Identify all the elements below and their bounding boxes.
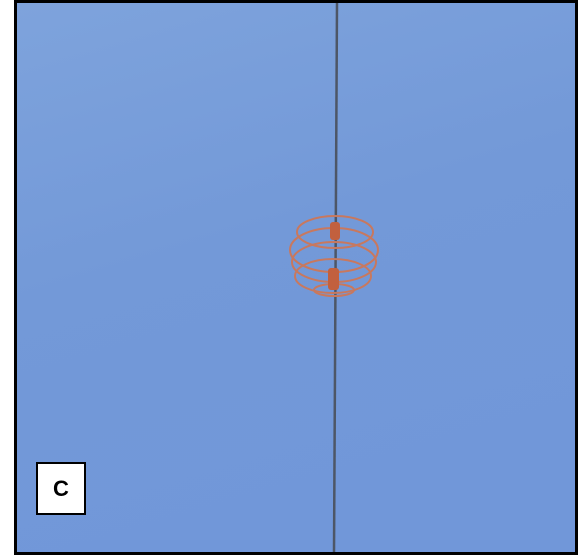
photo: [0, 0, 578, 555]
panel-label: C: [36, 462, 86, 515]
page: C (() => { const data = JSON.parse(docum…: [0, 0, 578, 555]
figure: C: [0, 0, 578, 555]
